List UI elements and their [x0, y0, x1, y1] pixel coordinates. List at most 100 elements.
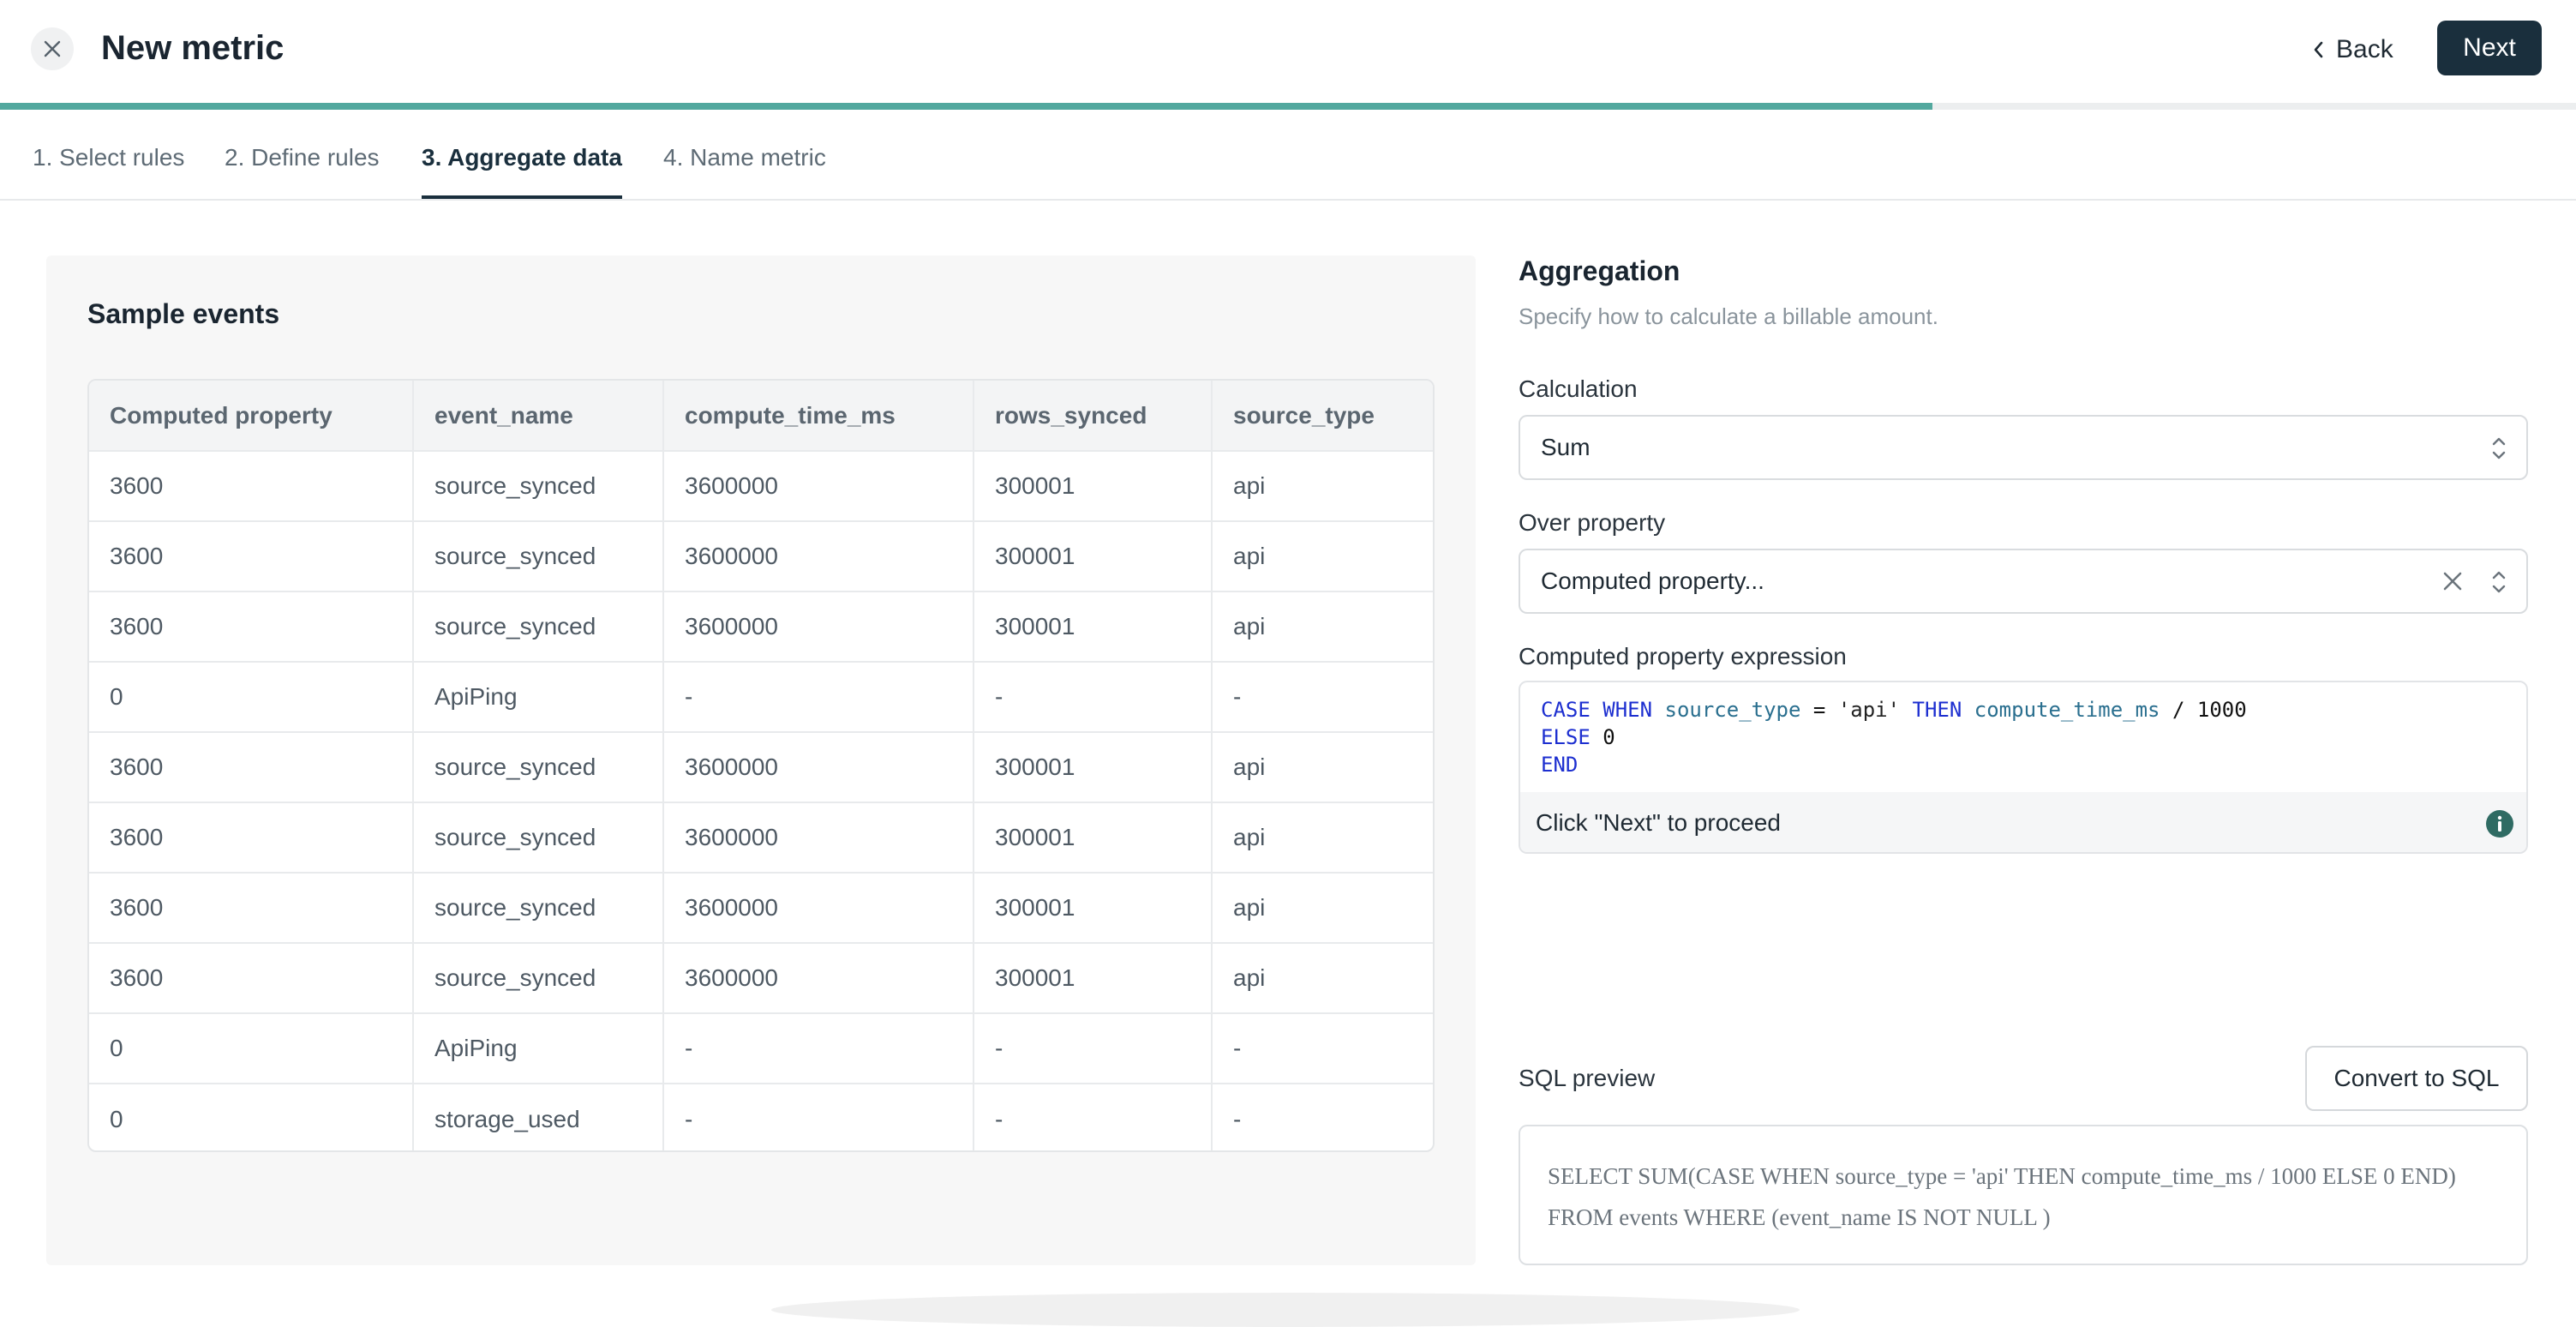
close-icon	[44, 40, 61, 57]
calculation-label: Calculation	[1519, 375, 1638, 402]
table-cell: 300001	[973, 802, 1213, 874]
table-cell: source_synced	[413, 732, 664, 803]
header: New metric Back Next	[0, 0, 2576, 101]
table-cell: -	[973, 662, 1213, 733]
table-cell: 3600	[89, 943, 414, 1014]
column-header: rows_synced	[973, 381, 1213, 452]
table-cell: source_synced	[413, 451, 664, 522]
sql-line: SELECT SUM(CASE WHEN source_type = 'api'…	[1548, 1163, 2456, 1189]
table-cell: 300001	[973, 943, 1213, 1014]
aggregation-title: Aggregation	[1519, 255, 1680, 286]
table-row: 0 ApiPing - - -	[89, 662, 1433, 733]
sample-events-title: Sample events	[87, 298, 280, 329]
table-cell: 3600000	[663, 451, 974, 522]
table-cell: 0	[89, 1084, 414, 1150]
expression-code[interactable]: CASE WHEN source_type = 'api' THEN compu…	[1541, 696, 2247, 778]
info-icon[interactable]	[2485, 809, 2514, 838]
table-cell: 300001	[973, 521, 1213, 592]
table-cell: ApiPing	[413, 1013, 664, 1084]
chevron-left-icon	[2314, 41, 2323, 58]
table-cell: -	[1212, 662, 1433, 733]
table-cell: 3600	[89, 521, 414, 592]
table-cell: 3600000	[663, 873, 974, 944]
chevron-updown-icon	[2492, 437, 2506, 459]
table-cell: api	[1212, 873, 1433, 944]
table-cell: source_synced	[413, 591, 664, 663]
column-header: Computed property	[89, 381, 414, 452]
table-cell: -	[1233, 1105, 1242, 1132]
table-cell: 3600	[89, 802, 414, 874]
tab-select-rules[interactable]: 1. Select rules	[33, 144, 185, 171]
back-label: Back	[2336, 35, 2393, 63]
sql-preview: SELECT SUM(CASE WHEN source_type = 'api'…	[1519, 1125, 2528, 1265]
code-token: / 1000	[2160, 698, 2247, 722]
back-button[interactable]: Back	[2312, 26, 2393, 74]
table-cell: -	[1212, 1013, 1433, 1084]
table-cell: 3600000	[663, 591, 974, 663]
column-header: compute_time_ms	[663, 381, 974, 452]
table-row: 0 ApiPing - - -	[89, 1013, 1433, 1084]
tab-define-rules[interactable]: 2. Define rules	[225, 144, 380, 171]
tab-aggregate-data[interactable]: 3. Aggregate data	[422, 144, 622, 171]
table-cell: -	[663, 1084, 974, 1150]
expression-hint: Click "Next" to proceed	[1536, 809, 1781, 836]
table-cell: 3600	[89, 591, 414, 663]
table-cell: api	[1212, 732, 1433, 803]
expression-editor[interactable]: CASE WHEN source_type = 'api' THEN compu…	[1519, 681, 2528, 854]
table-cell: -	[663, 662, 974, 733]
table-cell: source_synced	[413, 873, 664, 944]
table-cell: api	[1212, 591, 1433, 663]
code-token: source_type	[1664, 698, 1801, 722]
code-token: ELSE	[1541, 725, 1591, 749]
code-token: CASE	[1541, 698, 1591, 722]
calculation-value: Sum	[1541, 434, 1591, 460]
table-cell: -	[973, 1084, 1213, 1150]
next-button[interactable]: Next	[2437, 21, 2542, 75]
table-cell: ApiPing	[413, 662, 664, 733]
calculation-select[interactable]: Sum	[1519, 415, 2528, 480]
sql-line: FROM events WHERE (event_name IS NOT NUL…	[1548, 1204, 2051, 1230]
progress-fill	[0, 103, 1932, 110]
table-cell: 300001	[973, 732, 1213, 803]
page-title: New metric	[101, 29, 285, 67]
table-cell: 3600	[89, 732, 414, 803]
table-cell: source_synced	[413, 943, 664, 1014]
table-cell: -	[973, 1013, 1213, 1084]
bottom-shadow	[771, 1293, 1800, 1327]
table-cell: 300001	[973, 591, 1213, 663]
table-row: 3600 source_synced 3600000 300001 api	[89, 873, 1433, 944]
table-cell: 3600000	[663, 943, 974, 1014]
sql-preview-label: SQL preview	[1519, 1065, 1656, 1091]
tab-name-metric[interactable]: 4. Name metric	[663, 144, 826, 171]
code-token: =	[1800, 698, 1838, 722]
table-cell: 3600	[89, 451, 414, 522]
chevron-updown-icon	[2492, 571, 2506, 593]
table-cell: 300001	[973, 451, 1213, 522]
table-row: 3600 source_synced 3600000 300001 api	[89, 732, 1433, 803]
active-tab-indicator	[422, 195, 622, 199]
code-token: THEN	[1912, 698, 1962, 722]
over-property-label: Over property	[1519, 509, 1666, 536]
table-cell: 3600000	[663, 802, 974, 874]
table-header-row: Computed property event_name compute_tim…	[89, 381, 1433, 452]
table-row: 3600 source_synced 3600000 300001 api	[89, 943, 1433, 1014]
table-cell: 3600	[89, 873, 414, 944]
table-row: 3600 source_synced 3600000 300001 api	[89, 521, 1433, 592]
code-token: 'api'	[1837, 698, 1901, 722]
table-cell: 0	[89, 662, 414, 733]
expression-footer: Click "Next" to proceed	[1520, 792, 2526, 852]
over-property-select[interactable]: Computed property...	[1519, 549, 2528, 614]
code-token: 0	[1590, 725, 1615, 749]
table-cell: source_synced	[413, 521, 664, 592]
table-cell: api	[1212, 802, 1433, 874]
clear-icon[interactable]	[2441, 569, 2465, 593]
convert-to-sql-button[interactable]: Convert to SQL	[2305, 1046, 2528, 1111]
table-cell: 3600000	[663, 521, 974, 592]
code-token: compute_time_ms	[1974, 698, 2160, 722]
table-cell: source_synced	[413, 802, 664, 874]
table-row: 3600 source_synced 3600000 300001 api	[89, 591, 1433, 663]
close-button[interactable]	[31, 27, 74, 70]
table-cell: -	[663, 1013, 974, 1084]
code-token: WHEN	[1603, 698, 1653, 722]
table-cell: api	[1212, 943, 1433, 1014]
